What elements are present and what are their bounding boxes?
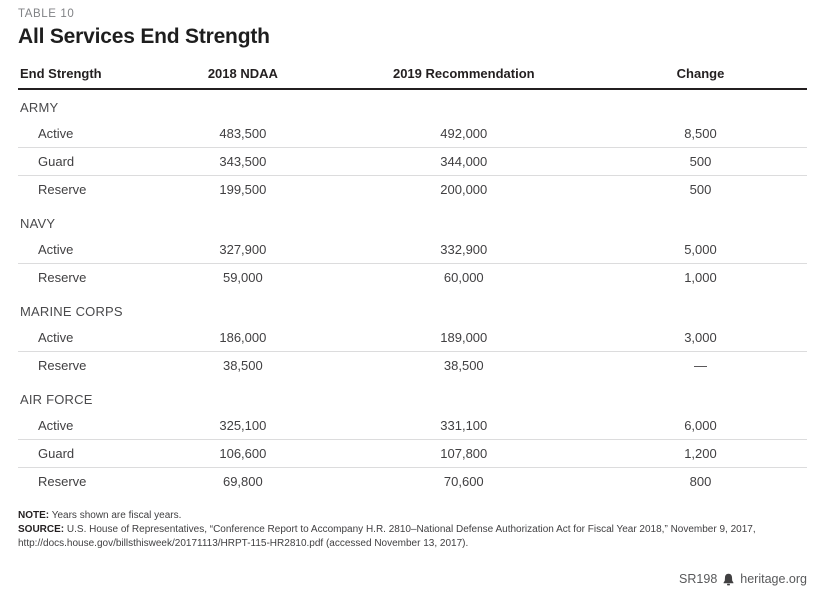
section-title: AIR FORCE [20, 392, 93, 407]
row-label: Active [38, 242, 74, 257]
rec-2019-value: 70,600 [333, 467, 594, 495]
change-value: 1,000 [593, 263, 807, 291]
table-row-marine-active: Active 186,000 189,000 3,000 [18, 324, 807, 352]
source-text: U.S. House of Representatives, “Conferen… [18, 523, 756, 549]
change-value: 3,000 [684, 330, 717, 345]
section-title: NAVY [20, 216, 56, 231]
section-header-navy: NAVY [18, 203, 807, 236]
section-header-air-force: AIR FORCE [18, 379, 807, 412]
row-label: Reserve [18, 175, 153, 203]
table-row-army-reserve: Reserve 199,500 200,000 500 [18, 175, 807, 203]
section-header-army: ARMY [18, 89, 807, 120]
report-brand: SR198 heritage.org [18, 572, 807, 586]
row-label: Reserve [18, 351, 153, 379]
row-label: Reserve [18, 263, 153, 291]
ndaa-2018-value: 106,600 [152, 439, 334, 468]
column-header-end-strength: End Strength [18, 62, 153, 90]
ndaa-2018-value: 69,800 [152, 467, 334, 495]
ndaa-2018-value: 327,900 [219, 242, 267, 257]
column-header-2018-ndaa: 2018 NDAA [152, 62, 334, 90]
table-row-marine-reserve: Reserve 38,500 38,500 — [18, 351, 807, 379]
change-value: 6,000 [684, 418, 717, 433]
ndaa-2018-value: 483,500 [219, 126, 267, 141]
table-row-army-guard: Guard 343,500 344,000 500 [18, 147, 807, 176]
row-label: Guard [18, 147, 153, 176]
ndaa-2018-value: 325,100 [219, 418, 267, 433]
ndaa-2018-value: 186,000 [219, 330, 267, 345]
table-header: End Strength 2018 NDAA 2019 Recommendati… [18, 62, 807, 90]
source-line: SOURCE: U.S. House of Representatives, “… [18, 523, 807, 551]
rec-2019-value: 344,000 [333, 147, 594, 176]
table-row-airforce-guard: Guard 106,600 107,800 1,200 [18, 439, 807, 468]
table-row-airforce-reserve: Reserve 69,800 70,600 800 [18, 467, 807, 495]
heritage-bell-icon [722, 573, 735, 586]
change-value: 1,200 [593, 439, 807, 468]
section-title: MARINE CORPS [20, 304, 123, 319]
report-id: SR198 [679, 572, 718, 586]
row-label: Guard [18, 439, 153, 468]
change-value: — [593, 351, 807, 379]
change-value: 8,500 [684, 126, 717, 141]
note-line: NOTE: Years shown are fiscal years. [18, 509, 807, 523]
row-label: Active [38, 330, 74, 345]
site-name: heritage.org [740, 572, 807, 586]
note-text: Years shown are fiscal years. [49, 510, 182, 521]
footnotes: NOTE: Years shown are fiscal years. SOUR… [18, 509, 807, 550]
change-value: 5,000 [684, 242, 717, 257]
change-value: 500 [593, 175, 807, 203]
row-label: Reserve [18, 467, 153, 495]
source-label: SOURCE: [18, 523, 65, 535]
table-row-navy-active: Active 327,900 332,900 5,000 [18, 236, 807, 264]
table-row-navy-reserve: Reserve 59,000 60,000 1,000 [18, 263, 807, 291]
row-label: Active [38, 418, 74, 433]
rec-2019-value: 492,000 [440, 126, 488, 141]
table-number-label: TABLE 10 [18, 8, 75, 20]
section-header-marine-corps: MARINE CORPS [18, 291, 807, 324]
change-value: 500 [593, 147, 807, 176]
note-label: NOTE: [18, 510, 50, 521]
rec-2019-value: 107,800 [333, 439, 594, 468]
table-row-airforce-active: Active 325,100 331,100 6,000 [18, 412, 807, 440]
page-title: All Services End Strength [18, 25, 270, 48]
table-row-army-active: Active 483,500 492,000 8,500 [18, 120, 807, 148]
row-label: Active [38, 126, 74, 141]
rec-2019-value: 331,100 [440, 418, 488, 433]
section-title: ARMY [20, 100, 59, 115]
end-strength-table: End Strength 2018 NDAA 2019 Recommendati… [18, 62, 807, 495]
rec-2019-value: 189,000 [440, 330, 488, 345]
ndaa-2018-value: 343,500 [152, 147, 334, 176]
column-header-2019-recommendation: 2019 Recommendation [333, 62, 594, 90]
rec-2019-value: 38,500 [333, 351, 594, 379]
rec-2019-value: 200,000 [333, 175, 594, 203]
change-value: 800 [593, 467, 807, 495]
header-row: End Strength 2018 NDAA 2019 Recommendati… [18, 62, 807, 90]
rec-2019-value: 332,900 [440, 242, 488, 257]
ndaa-2018-value: 199,500 [152, 175, 334, 203]
column-header-change: Change [593, 62, 807, 90]
ndaa-2018-value: 38,500 [152, 351, 334, 379]
rec-2019-value: 60,000 [333, 263, 594, 291]
ndaa-2018-value: 59,000 [152, 263, 334, 291]
